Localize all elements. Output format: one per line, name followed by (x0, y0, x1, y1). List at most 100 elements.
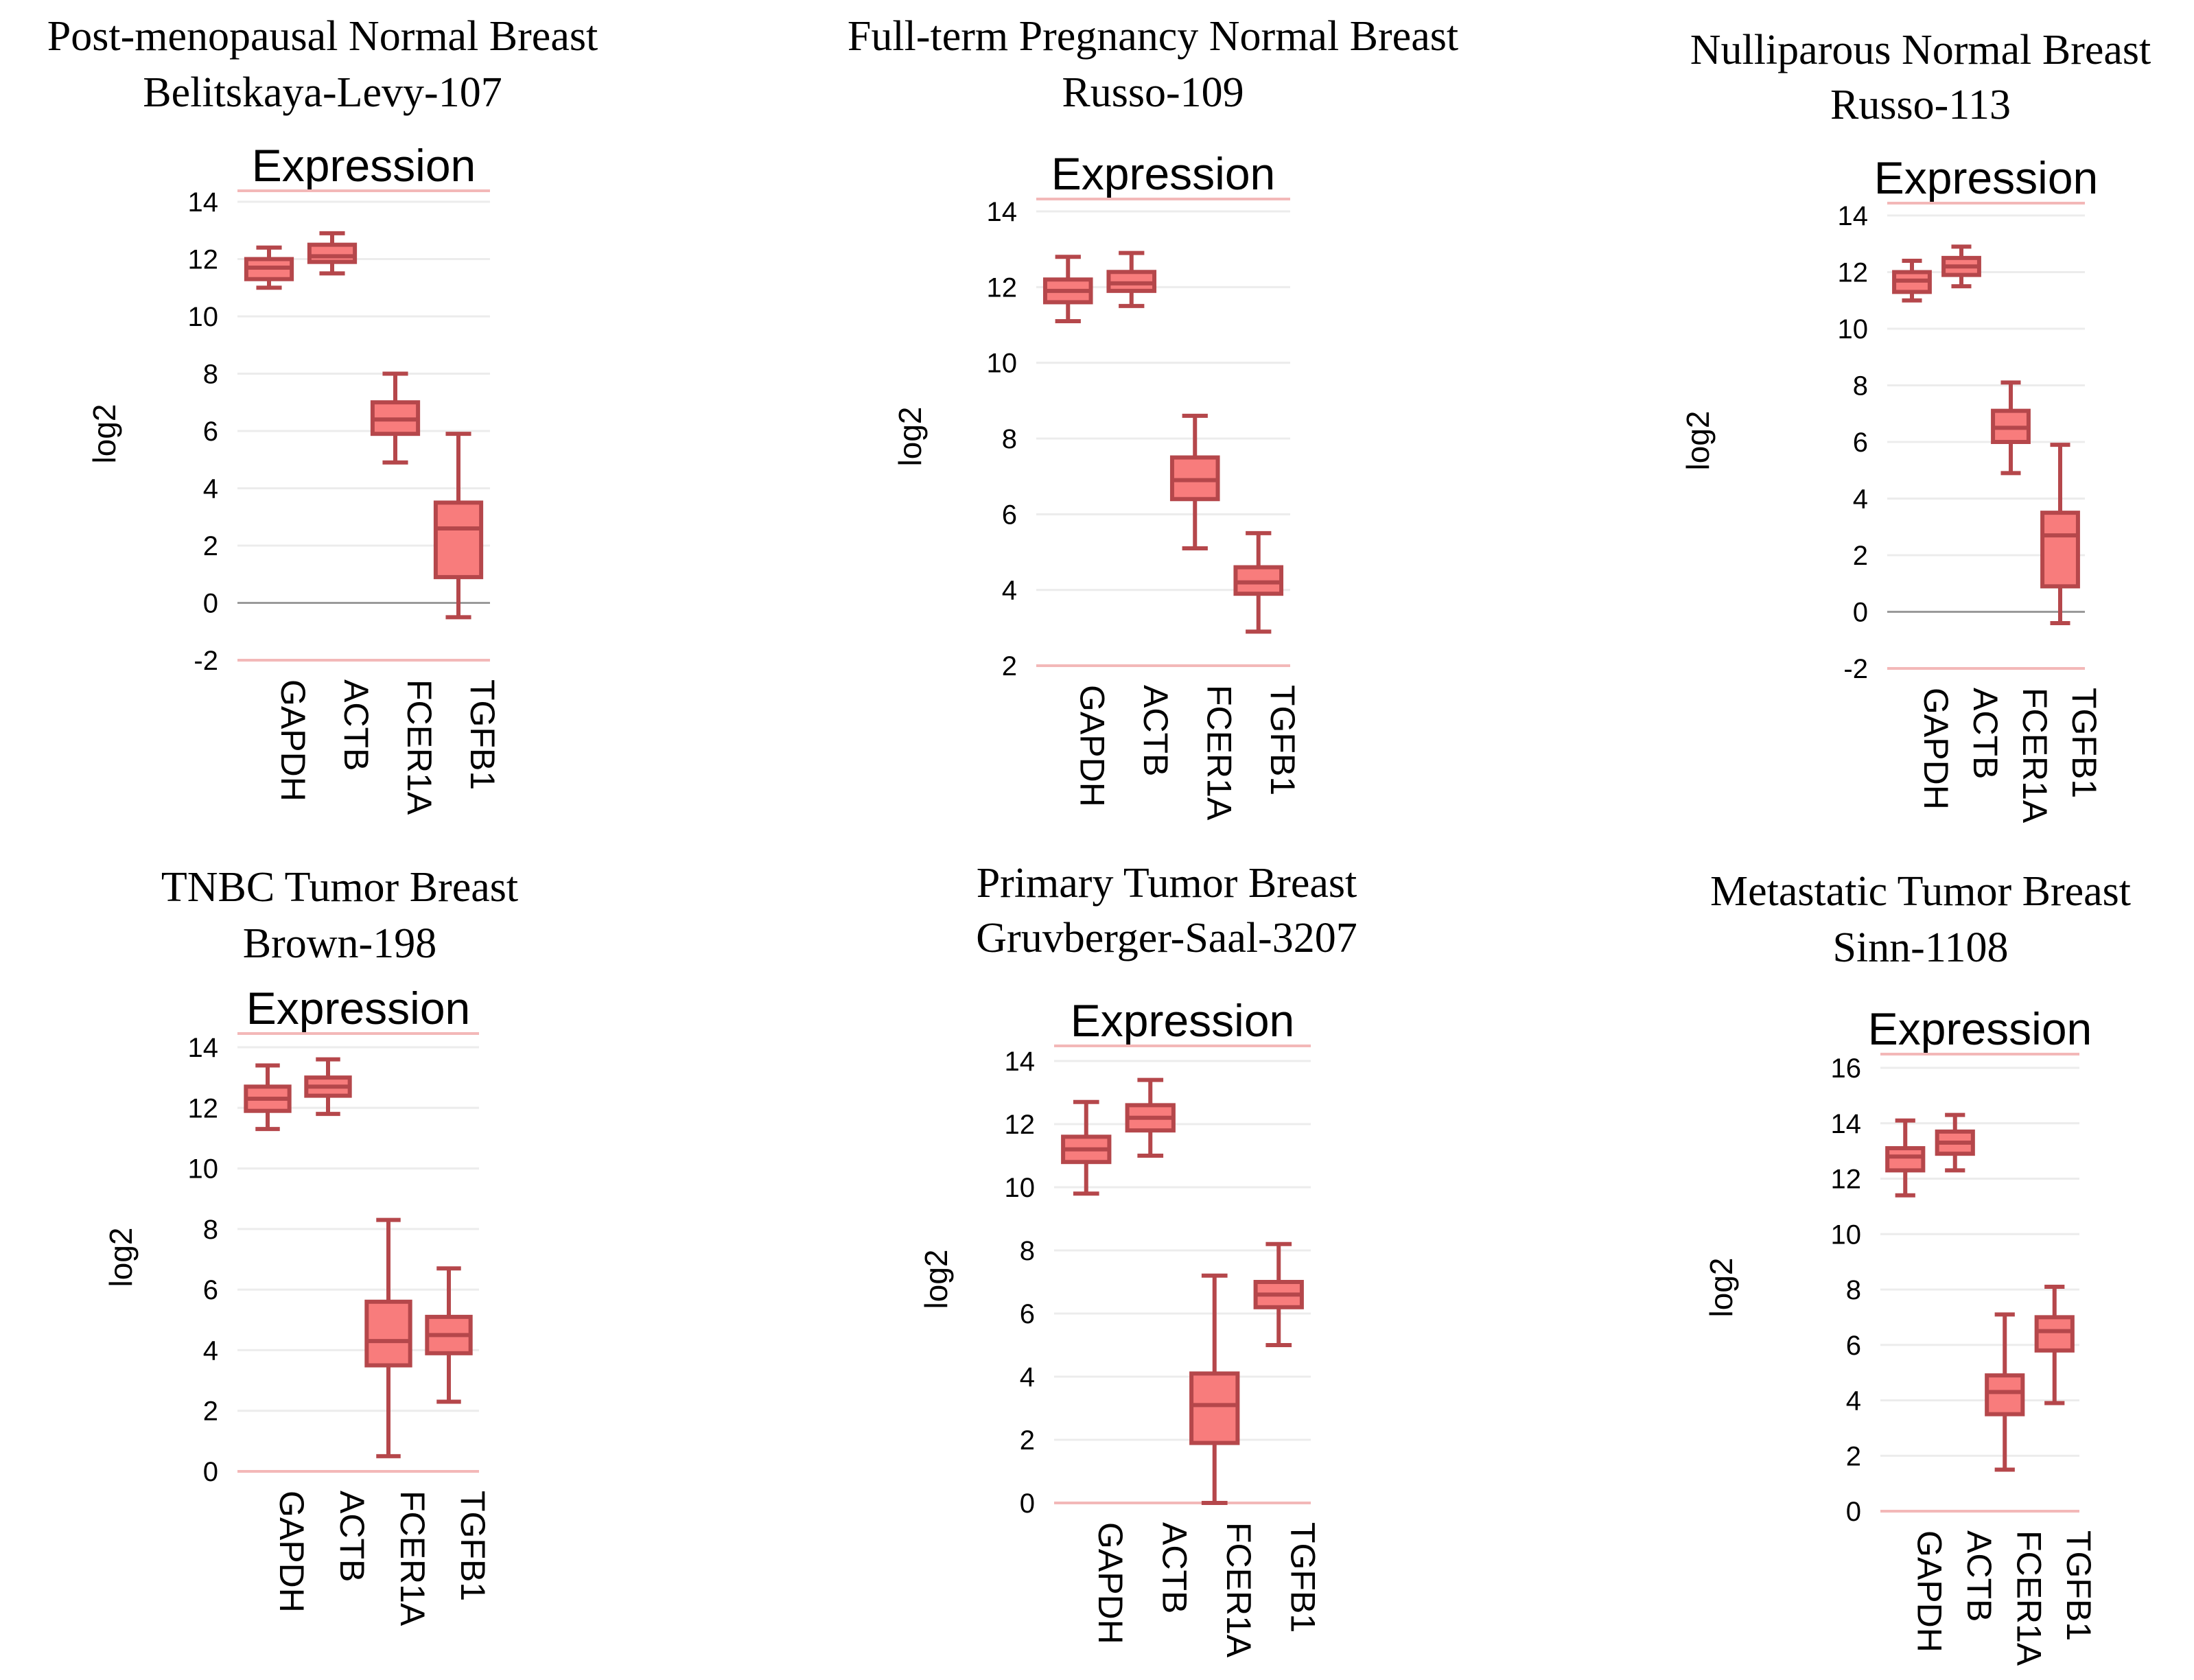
y-tick-label: 2 (1002, 651, 1017, 681)
plot-title: Expression (1051, 148, 1276, 199)
y-tick-label: 14 (1005, 1047, 1036, 1077)
box-tgfb1 (1233, 530, 1284, 634)
y-axis-label: log2 (892, 407, 928, 467)
iqr-box (1885, 1146, 1926, 1173)
y-tick-label: 2 (1846, 1441, 1861, 1471)
x-category-label: ACTB (1960, 1530, 1998, 1622)
x-category-label: FCER1A (2009, 1530, 2048, 1666)
box-tgfb1 (1253, 1241, 1304, 1347)
box-gapdh (1061, 1099, 1112, 1196)
panel-title-line2: Belitskaya-Levy-107 (143, 69, 502, 116)
x-category-label: FCER1A (400, 679, 439, 815)
y-tick-label: 14 (987, 197, 1018, 227)
y-tick-label: 0 (1020, 1489, 1035, 1519)
box-tgfb1 (2040, 443, 2080, 625)
plot-title: Expression (1071, 995, 1295, 1046)
y-tick-label: 2 (203, 1397, 218, 1427)
box-actb (1941, 244, 1981, 289)
box-tgfb1 (2034, 1284, 2075, 1405)
y-tick-label: 12 (987, 272, 1018, 303)
y-tick-label: 12 (1005, 1110, 1036, 1140)
y-tick-label: 8 (1853, 371, 1868, 401)
panel-post-menopausal: Post-menopausal Normal Breast Belitskaya… (0, 0, 645, 851)
panel-title-line2: Russo-113 (1830, 82, 2011, 128)
y-tick-label: 4 (1853, 485, 1868, 515)
iqr-box (1189, 1371, 1240, 1445)
x-category-label: TGFB1 (463, 679, 502, 790)
panel-title-line1: Nulliparous Normal Breast (1690, 27, 2151, 73)
y-tick-label: 4 (1002, 576, 1017, 606)
boxplot-chart: -2 0 2 4 6 8 10 12 14 Expression log2 GAPDH ACTB FCER… (86, 140, 502, 815)
panel-title-line1: Post-menopausal Normal Breast (47, 13, 598, 60)
x-category-label: GAPDH (1910, 1530, 1948, 1653)
iqr-box (433, 500, 484, 579)
y-tick-label: 6 (203, 417, 218, 447)
box-actb (304, 1057, 352, 1117)
box-fcer1a (364, 1217, 412, 1458)
y-tick-label: 8 (1846, 1275, 1861, 1305)
panel-full-term-pregnancy: Full-term Pregnancy Normal Breast Russo-… (769, 0, 1537, 851)
x-category-label: FCER1A (2016, 688, 2054, 824)
y-tick-label: 14 (1831, 1109, 1862, 1139)
plot-title: Expression (252, 140, 476, 191)
y-tick-label: 2 (1853, 541, 1868, 571)
x-category-label: FCER1A (1200, 685, 1238, 821)
panel-title-line1: Primary Tumor Breast (976, 860, 1357, 907)
x-category-label: FCER1A (393, 1491, 432, 1626)
box-fcer1a (1169, 413, 1220, 550)
y-tick-label: -2 (194, 646, 218, 676)
iqr-box (1985, 1373, 2025, 1416)
y-tick-label: 10 (987, 349, 1018, 379)
panel-title-line2: Brown-198 (242, 920, 437, 967)
y-axis-label: log2 (103, 1228, 139, 1287)
plot-title: Expression (1874, 152, 2099, 203)
panel-title-line2: Gruvberger-Saal-3207 (976, 915, 1357, 961)
y-tick-label: 12 (1831, 1165, 1862, 1195)
y-tick-label: 12 (188, 1093, 219, 1123)
iqr-box (364, 1299, 412, 1368)
y-axis-label: log2 (1703, 1258, 1739, 1318)
box-gapdh (244, 1063, 292, 1132)
x-category-label: FCER1A (1219, 1522, 1258, 1658)
boxplot-chart: 0 2 4 6 8 10 12 14 Expression log2 GAPDH ACTB FCER1A… (103, 983, 492, 1626)
panel-title-line1: Metastatic Tumor Breast (1709, 868, 2132, 915)
y-tick-label: 0 (1853, 598, 1868, 628)
x-category-label: ACTB (1966, 688, 2005, 779)
y-tick-label: 2 (1020, 1425, 1035, 1456)
box-gapdh (1042, 255, 1093, 323)
panel-primary-tumor: Primary Tumor Breast Gruvberger-Saal-320… (824, 851, 1510, 1680)
box-gapdh (244, 245, 294, 290)
panel-title-line1: TNBC Tumor Breast (161, 864, 519, 911)
iqr-box (2040, 511, 2080, 589)
y-tick-label: 8 (1002, 424, 1017, 454)
box-tgfb1 (433, 432, 484, 620)
panel-tnbc-tumor: TNBC Tumor Breast Brown-198 0 2 4 6 8 10 12 14 E… (0, 851, 679, 1680)
y-tick-label: 14 (1838, 201, 1869, 231)
x-category-label: GAPDH (1073, 685, 1111, 807)
y-axis-label: log2 (86, 404, 122, 464)
y-tick-label: 0 (203, 1457, 218, 1487)
y-tick-label: 14 (188, 187, 219, 218)
box-actb (307, 231, 358, 276)
y-tick-label: 8 (1020, 1236, 1035, 1266)
y-tick-label: 8 (203, 1215, 218, 1245)
box-fcer1a (1189, 1273, 1240, 1505)
box-tgfb1 (425, 1266, 473, 1404)
iqr-box (2034, 1315, 2075, 1353)
x-category-label: TGFB1 (2059, 1530, 2098, 1641)
y-tick-label: 16 (1831, 1053, 1862, 1084)
boxplot-chart: 0 2 4 6 8 10 12 14 Expression log2 GAPDH ACTB FCER1A… (918, 995, 1322, 1658)
y-tick-label: 6 (1002, 500, 1017, 530)
y-tick-label: 12 (188, 245, 219, 275)
x-category-label: ACTB (337, 679, 375, 771)
y-tick-label: 6 (1020, 1299, 1035, 1329)
x-category-label: GAPDH (274, 679, 312, 802)
panel-title-line2: Russo-109 (1062, 69, 1244, 116)
y-tick-label: 10 (188, 1154, 219, 1185)
y-tick-label: 8 (203, 360, 218, 390)
plot-title: Expression (1868, 1003, 2092, 1054)
y-tick-label: 10 (188, 302, 219, 332)
y-tick-label: 14 (188, 1033, 219, 1063)
